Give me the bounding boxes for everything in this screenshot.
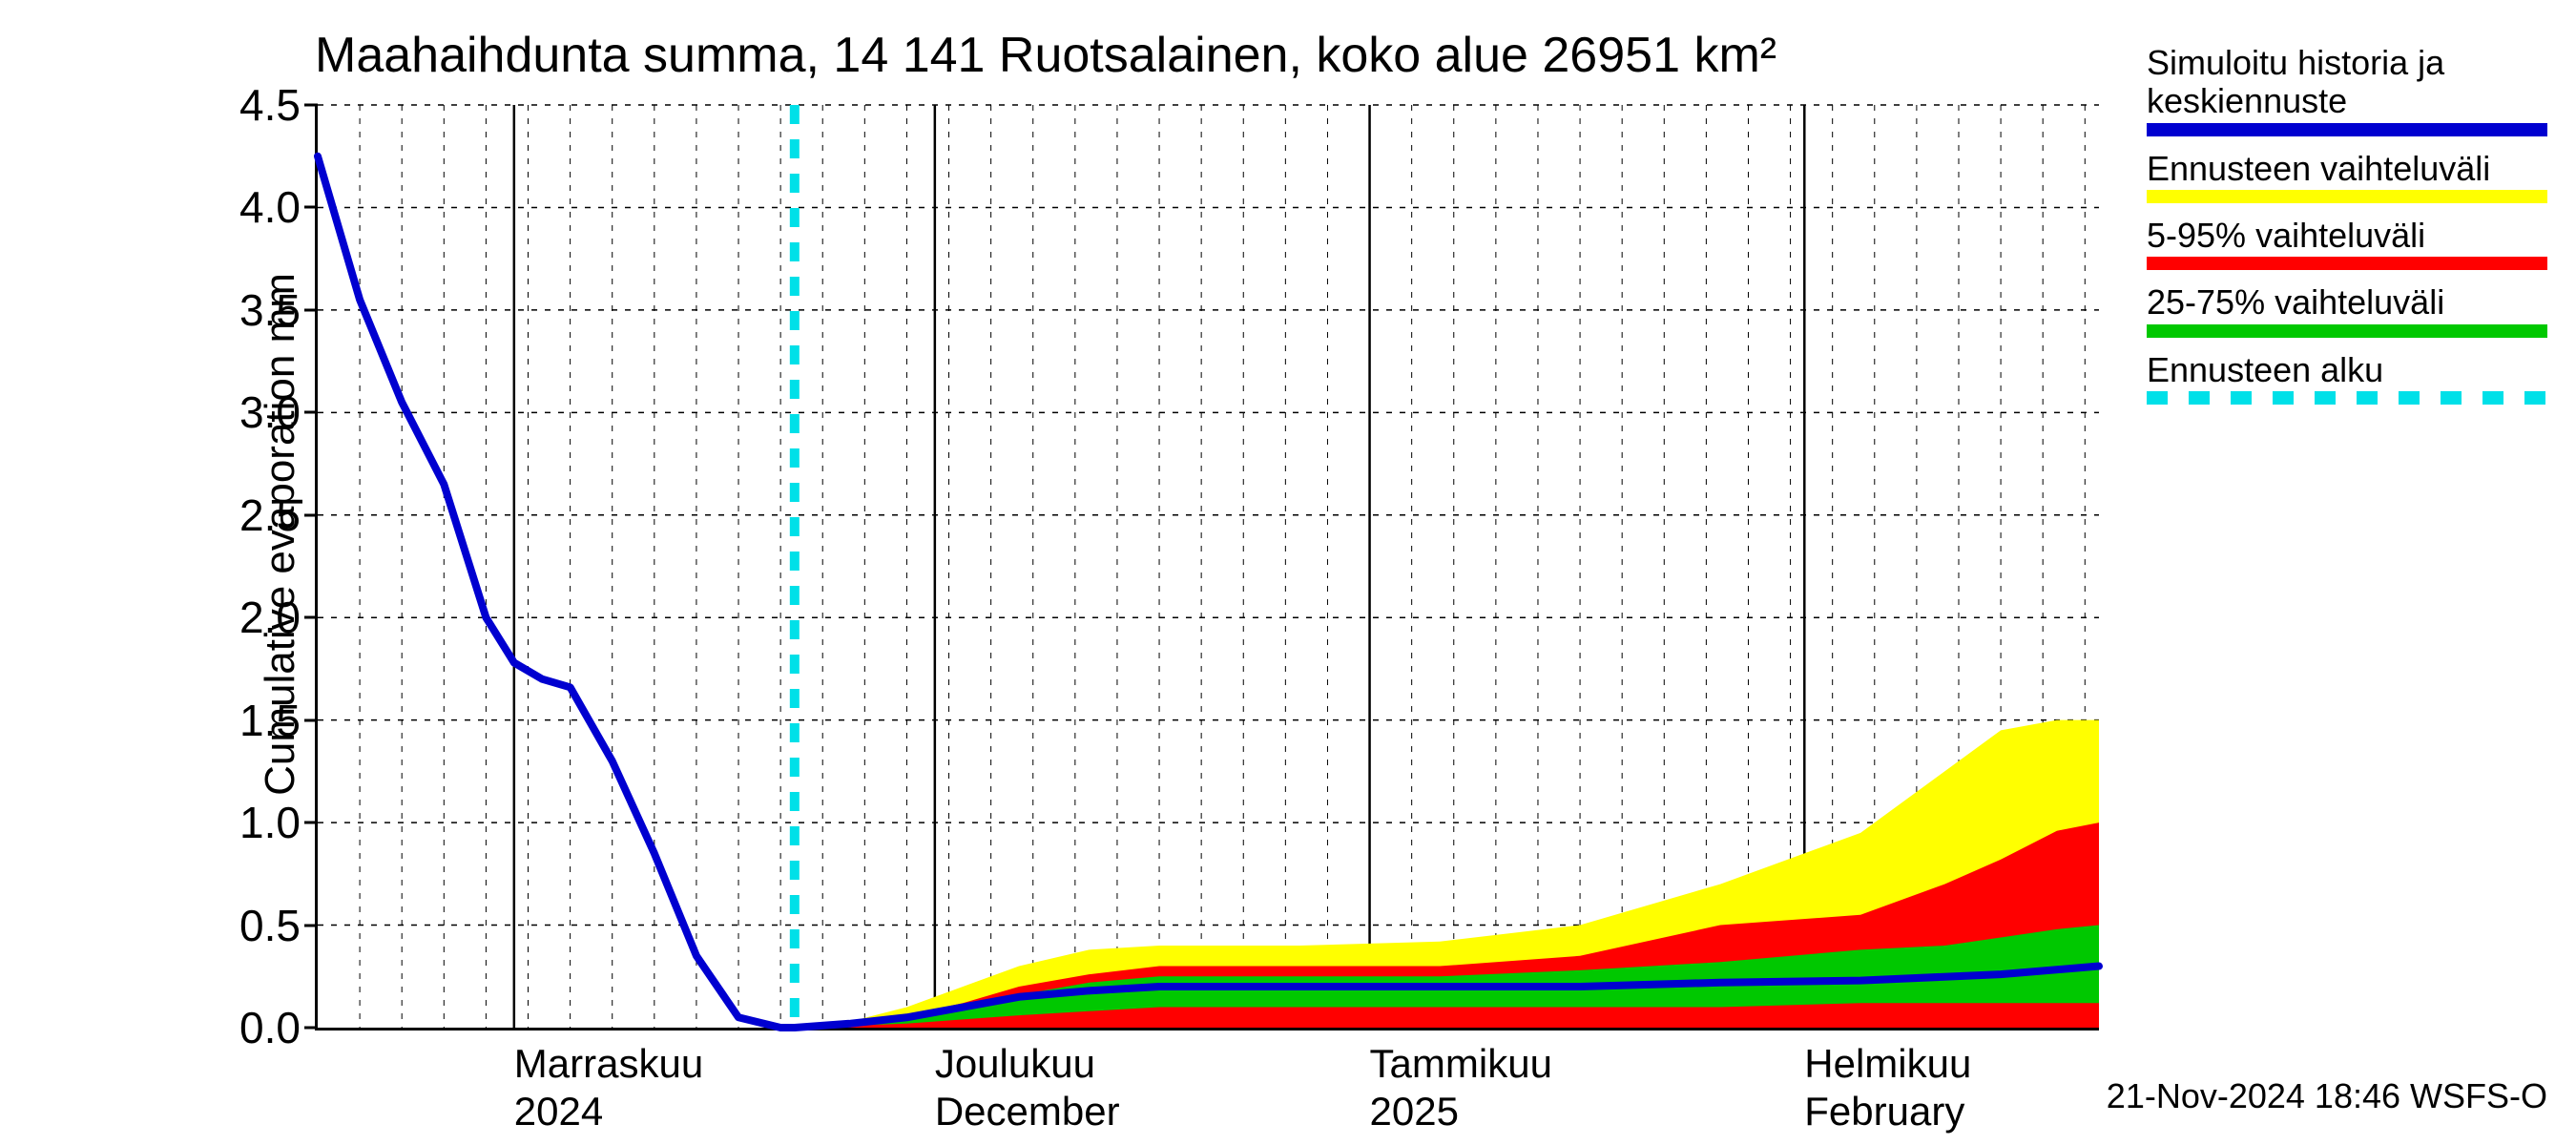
ytick-mark: [304, 206, 318, 209]
ytick-mark: [304, 308, 318, 311]
x-month-sublabel: 2024: [514, 1089, 603, 1135]
ytick-label: 4.0: [239, 181, 301, 233]
ytick-label: 3.5: [239, 284, 301, 336]
legend-swatch: [2147, 123, 2547, 136]
timestamp-label: 21-Nov-2024 18:46 WSFS-O: [2107, 1076, 2547, 1116]
legend-item: Simuloitu historia ja keskiennuste: [2147, 44, 2547, 136]
legend-swatch: [2147, 324, 2547, 338]
ytick-label: 2.5: [239, 489, 301, 541]
ytick-label: 0.5: [239, 900, 301, 951]
x-month-sublabel: December: [935, 1089, 1120, 1135]
legend-item: Ennusteen vaihteluväli: [2147, 150, 2547, 203]
legend-swatch: [2147, 190, 2547, 203]
ytick-mark: [304, 104, 318, 107]
legend-swatch-dash: [2147, 391, 2547, 405]
legend-swatch: [2147, 257, 2547, 270]
legend: Simuloitu historia ja keskiennuste Ennust…: [2147, 44, 2547, 418]
ytick-label: 0.0: [239, 1002, 301, 1053]
ytick-label: 4.5: [239, 79, 301, 131]
ytick-mark: [304, 411, 318, 414]
chart-title: Maahaihdunta summa, 14 141 Ruotsalainen,…: [315, 27, 1776, 84]
x-month-sublabel: February: [1804, 1089, 1964, 1135]
legend-label: Ennusteen vaihteluväli: [2147, 150, 2547, 190]
x-month-label: Joulukuu: [935, 1041, 1095, 1087]
chart-svg: [318, 105, 2099, 1028]
plot-area: 0.00.51.01.52.02.53.03.54.04.5Marraskuu2…: [315, 105, 2099, 1030]
x-month-label: Tammikuu: [1370, 1041, 1552, 1087]
legend-label: Ennusteen alku: [2147, 351, 2547, 391]
chart-container: Maahaihdunta summa, 14 141 Ruotsalainen,…: [0, 0, 2576, 1145]
ytick-mark: [304, 718, 318, 721]
legend-label: Simuloitu historia ja keskiennuste: [2147, 44, 2547, 123]
legend-item: 25-75% vaihteluväli: [2147, 283, 2547, 337]
x-month-label: Marraskuu: [514, 1041, 703, 1087]
ytick-mark: [304, 822, 318, 824]
legend-item: 5-95% vaihteluväli: [2147, 217, 2547, 270]
ytick-label: 1.5: [239, 695, 301, 746]
legend-label: 5-95% vaihteluväli: [2147, 217, 2547, 257]
legend-item: Ennusteen alku: [2147, 351, 2547, 405]
ytick-mark: [304, 1027, 318, 1030]
ytick-label: 1.0: [239, 797, 301, 848]
x-month-sublabel: 2025: [1370, 1089, 1459, 1135]
x-month-label: Helmikuu: [1804, 1041, 1971, 1087]
ytick-mark: [304, 616, 318, 619]
ytick-label: 3.0: [239, 386, 301, 438]
ytick-mark: [304, 924, 318, 926]
ytick-mark: [304, 513, 318, 516]
legend-label: 25-75% vaihteluväli: [2147, 283, 2547, 323]
ytick-label: 2.0: [239, 592, 301, 643]
